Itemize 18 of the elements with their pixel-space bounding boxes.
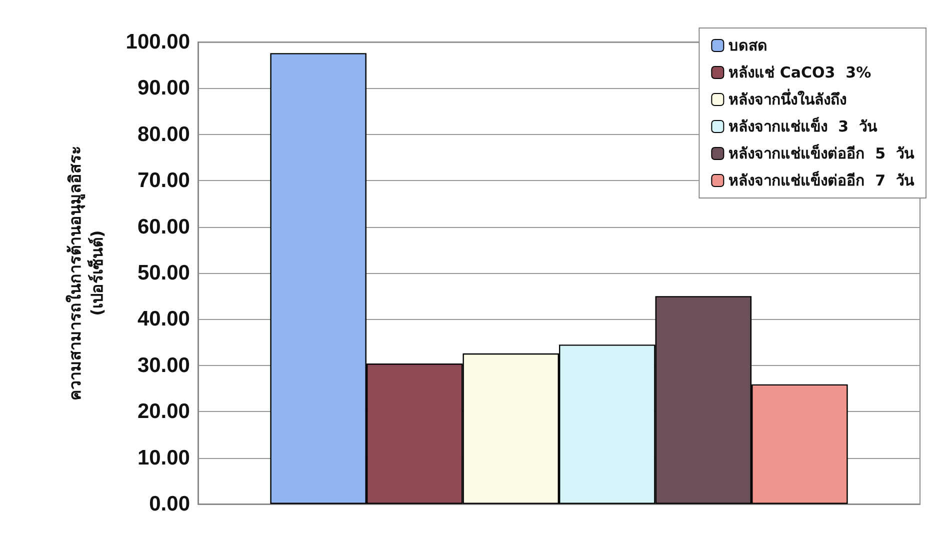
y-tick-label: 40.00 bbox=[137, 308, 190, 331]
y-tick-label: 70.00 bbox=[137, 169, 190, 192]
y-axis-title: ความสามารถในการต้านอนุมูลอิสระ (เปอร์เซ็นต์) bbox=[66, 146, 106, 400]
legend-label: หลังจากแช่แข็งต่ออีก 5 วัน bbox=[728, 144, 915, 162]
y-tick-label: 60.00 bbox=[137, 215, 190, 238]
y-tick-label: 20.00 bbox=[137, 400, 190, 424]
y-tick-label: 10.00 bbox=[137, 446, 190, 470]
legend-label: หลังจากแช่แข็ง 3 วัน bbox=[728, 116, 878, 136]
legend-label: หลังแช่ CaCO3 3% bbox=[728, 64, 872, 82]
y-tick-label: 30.00 bbox=[137, 354, 190, 377]
legend-label: บดสด bbox=[728, 36, 768, 54]
y-tick-label: 0.00 bbox=[149, 492, 190, 516]
y-tick-label: 100.00 bbox=[126, 30, 190, 54]
y-tick-label: 50.00 bbox=[137, 262, 190, 284]
legend-label: หลังจากแช่แข็งต่ออีก 7 วัน bbox=[728, 170, 915, 190]
legend-label: หลังจากนึ่งในลังถึง bbox=[728, 88, 847, 108]
y-tick-label: 80.00 bbox=[137, 122, 190, 146]
y-tick-label: 90.00 bbox=[137, 76, 190, 100]
